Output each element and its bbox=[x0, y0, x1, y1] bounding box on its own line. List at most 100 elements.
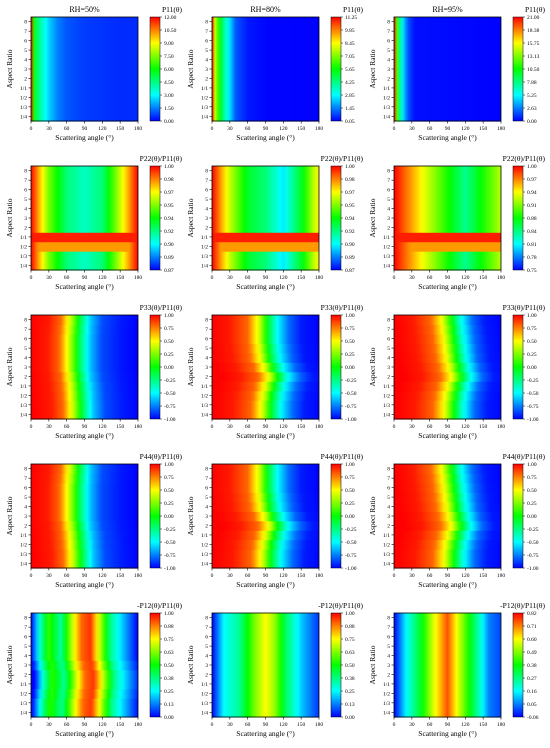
colorbar-tick-label: 0.75 bbox=[345, 326, 355, 332]
heatmap-band bbox=[394, 511, 501, 522]
colorbar bbox=[512, 165, 524, 271]
y-tick-label: 7 bbox=[387, 476, 390, 482]
colorbar-tick-label: 0.00 bbox=[527, 514, 537, 520]
heatmap-band bbox=[212, 111, 319, 122]
y-tick-label: 8 bbox=[205, 467, 208, 473]
heatmap-band bbox=[212, 482, 319, 493]
colorbar-tick-label: 1.45 bbox=[345, 106, 355, 112]
heatmap-band bbox=[394, 251, 501, 262]
y-tick-label: 6 bbox=[24, 337, 27, 343]
colorbar-tick-label: 1.50 bbox=[164, 106, 174, 112]
y-tick-label: 1/3 bbox=[201, 254, 208, 260]
y-tick-label: 1/2 bbox=[201, 542, 208, 548]
y-tick-label: 8 bbox=[205, 318, 208, 324]
x-tick-label: 120 bbox=[279, 722, 288, 728]
colorbar-tick-label: -0.50 bbox=[164, 540, 176, 546]
heatmap-band bbox=[31, 631, 138, 642]
colorbar-tick-label: 0.00 bbox=[345, 715, 355, 721]
colorbar-tick-label: 5.25 bbox=[527, 93, 537, 99]
colorbar-tick-label: 0.00 bbox=[164, 715, 174, 721]
heatmap-band bbox=[394, 315, 501, 326]
colorbar-tick-label: 0.00 bbox=[345, 514, 355, 520]
colorbar-tick-label: 0.89 bbox=[164, 255, 174, 261]
y-axis-label: Aspect Ratio bbox=[5, 347, 14, 386]
heatmap-band bbox=[31, 111, 138, 122]
heatmap-band bbox=[31, 64, 138, 75]
y-tick-label: 2 bbox=[24, 225, 27, 231]
heatmap-band bbox=[212, 213, 319, 224]
heatmap-band bbox=[212, 324, 319, 335]
heatmap-band bbox=[394, 324, 501, 335]
heatmap-band bbox=[394, 213, 501, 224]
y-tick-label: 2 bbox=[24, 374, 27, 380]
x-tick-label: 120 bbox=[279, 573, 288, 579]
x-tick-label: 60 bbox=[245, 275, 251, 281]
colorbar-tick-label: 0.25 bbox=[527, 352, 537, 358]
x-tick-label: 90 bbox=[263, 126, 269, 132]
x-tick-label: 180 bbox=[315, 722, 324, 728]
heatmap-band bbox=[394, 352, 501, 363]
heatmap-band bbox=[212, 203, 319, 214]
y-tick-label: 1/1 bbox=[383, 235, 390, 241]
colorbar-tick-label: 0.90 bbox=[345, 242, 355, 248]
colorbar-tick-label: 0.75 bbox=[345, 475, 355, 481]
x-tick-label: 90 bbox=[82, 126, 88, 132]
x-tick-label: 0 bbox=[211, 126, 214, 132]
column-title: RH=95% bbox=[432, 5, 463, 14]
x-tick-label: 120 bbox=[98, 275, 107, 281]
x-tick-label: 180 bbox=[134, 573, 143, 579]
heatmap-band bbox=[212, 539, 319, 550]
colorbar-tick-label: 0.50 bbox=[164, 339, 174, 345]
x-axis-label: Scattering angle (°) bbox=[55, 431, 114, 440]
y-tick-label: 1/4 bbox=[201, 561, 208, 567]
x-tick-label: 150 bbox=[297, 722, 306, 728]
y-tick-label: 8 bbox=[24, 169, 27, 175]
x-tick-label: 60 bbox=[64, 126, 70, 132]
y-tick-label: 8 bbox=[24, 467, 27, 473]
heatmap-band bbox=[31, 343, 138, 354]
colorbar-tick-label: 0.50 bbox=[345, 339, 355, 345]
heatmap-band bbox=[31, 650, 138, 661]
heatmap-band bbox=[212, 45, 319, 56]
x-tick-label: 30 bbox=[46, 573, 52, 579]
colorbar-tick-label: 0.75 bbox=[527, 326, 537, 332]
heatmap-band bbox=[394, 482, 501, 493]
colorbar-label: -P12(θ)/P11(θ) bbox=[318, 601, 363, 610]
y-tick-label: 1/4 bbox=[383, 561, 390, 567]
heatmap-band bbox=[31, 707, 138, 718]
x-tick-label: 180 bbox=[315, 424, 324, 430]
x-tick-label: 60 bbox=[64, 722, 70, 728]
heatmap-panel: 0 30 60 90 120 150 180 Scattering angle (°) 1/4 1… bbox=[368, 452, 545, 589]
heatmap-band bbox=[212, 501, 319, 512]
colorbar-tick-label: 0.98 bbox=[345, 177, 355, 183]
y-tick-label: 2 bbox=[387, 523, 390, 529]
y-tick-label: 4 bbox=[205, 58, 208, 64]
y-tick-label: 1/3 bbox=[20, 701, 27, 707]
heatmap-band bbox=[31, 622, 138, 633]
colorbar-tick-label: 0.92 bbox=[345, 229, 355, 235]
x-tick-label: 120 bbox=[279, 424, 288, 430]
heatmap-band bbox=[212, 688, 319, 699]
heatmap-band bbox=[31, 222, 138, 233]
y-tick-label: 8 bbox=[205, 20, 208, 26]
y-tick-label: 1/2 bbox=[20, 393, 27, 399]
colorbar-tick-label: 0.00 bbox=[164, 119, 174, 125]
heatmap-panel: 0 30 60 90 120 150 180 Scattering angle (°) 1/4 1… bbox=[368, 154, 545, 291]
heatmap-band bbox=[212, 473, 319, 484]
heatmap-band bbox=[394, 194, 501, 205]
x-axis-label: Scattering angle (°) bbox=[418, 431, 477, 440]
y-tick-label: 7 bbox=[205, 29, 208, 35]
y-tick-label: 1/2 bbox=[20, 691, 27, 697]
heatmap-band bbox=[31, 175, 138, 186]
x-tick-label: 150 bbox=[297, 424, 306, 430]
heatmap-band bbox=[212, 343, 319, 354]
colorbar-tick-label: -0.50 bbox=[345, 540, 357, 546]
heatmap-band bbox=[31, 92, 138, 103]
y-tick-label: 5 bbox=[205, 197, 208, 203]
column-title: RH=50% bbox=[69, 5, 100, 14]
y-tick-label: 4 bbox=[205, 654, 208, 660]
colorbar-label: P11(θ) bbox=[162, 5, 182, 14]
x-tick-label: 150 bbox=[479, 126, 488, 132]
y-tick-label: 7 bbox=[24, 178, 27, 184]
heatmap-band bbox=[212, 381, 319, 392]
